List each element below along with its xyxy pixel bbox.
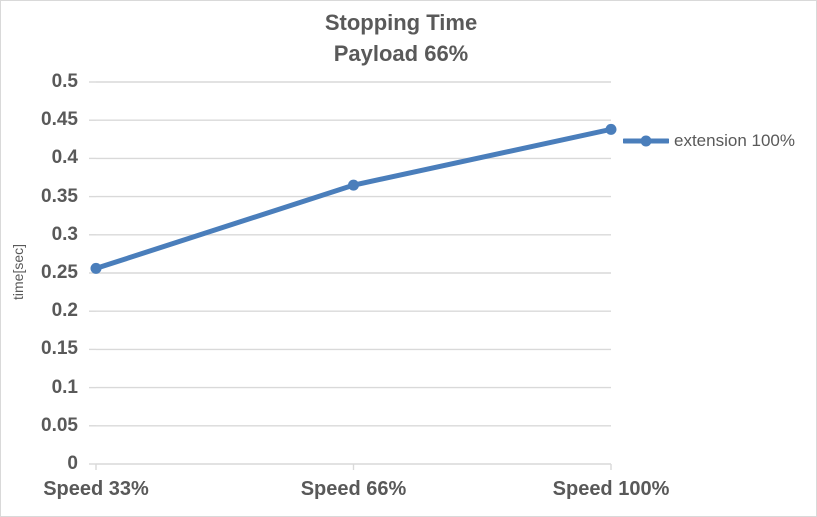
y-tick-label: 0.5 bbox=[51, 71, 78, 92]
chart-title-line1: Stopping Time bbox=[324, 10, 478, 35]
data-point-marker bbox=[605, 123, 617, 135]
y-tick-label: 0 bbox=[67, 453, 78, 474]
y-tick-label: 0.25 bbox=[41, 262, 78, 283]
chart-title-line2: Payload 66% bbox=[333, 41, 469, 66]
x-tick-label: Speed 33% bbox=[43, 478, 149, 500]
y-tick-label: 0.1 bbox=[51, 376, 78, 398]
chart-title: Stopping Time Payload 66% bbox=[1, 7, 801, 69]
y-tick-label: 0.45 bbox=[41, 109, 78, 131]
data-point-marker bbox=[90, 262, 102, 274]
y-tick-label: 0.4 bbox=[51, 147, 78, 169]
legend: extension 100% bbox=[623, 129, 795, 153]
legend-sample-marker bbox=[640, 135, 652, 147]
y-tick-label: 0.05 bbox=[41, 414, 78, 436]
y-tick-label: 0.2 bbox=[51, 300, 78, 322]
x-tick-label: Speed 66% bbox=[300, 478, 407, 500]
legend-label: extension 100% bbox=[674, 131, 795, 150]
series-line bbox=[93, 126, 614, 271]
x-tick-label: Speed 100% bbox=[552, 478, 670, 500]
y-tick-label: 0.15 bbox=[41, 338, 78, 360]
legend-line-marker-icon bbox=[623, 135, 669, 147]
y-tick-label: 0.3 bbox=[51, 223, 78, 245]
y-tick-label: 0.35 bbox=[41, 185, 78, 207]
data-point-marker bbox=[348, 179, 359, 191]
